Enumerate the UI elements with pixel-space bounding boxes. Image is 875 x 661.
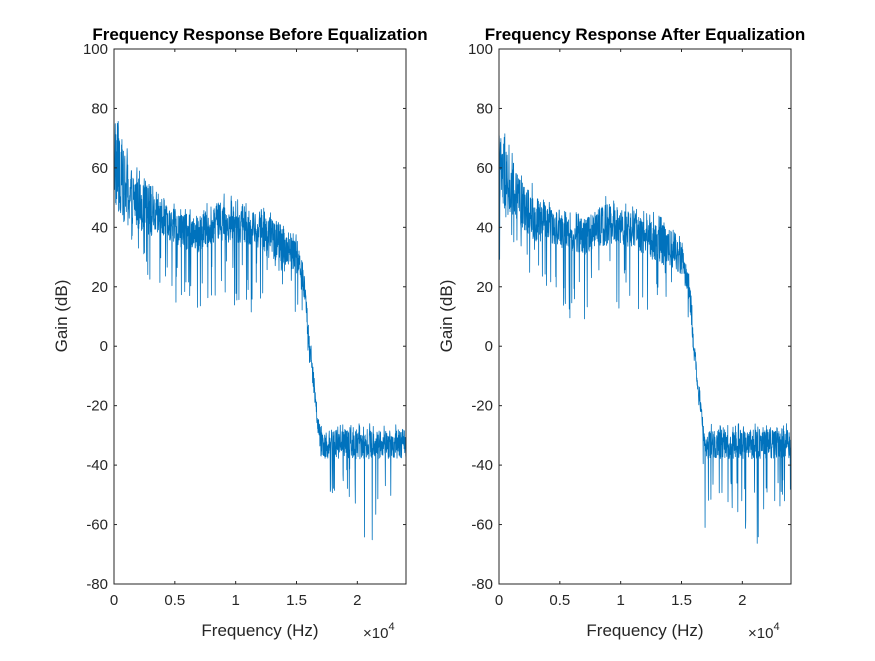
- y-axis-label: Gain (dB): [437, 280, 456, 353]
- series-line: [113, 121, 407, 541]
- x-tick-label: 2: [738, 592, 746, 609]
- series-line: [498, 133, 792, 544]
- y-tick-label: 100: [468, 41, 493, 58]
- x-exponent-label: ×104: [748, 621, 780, 642]
- y-tick-label: -80: [471, 576, 493, 593]
- x-tick-label: 1.5: [286, 592, 307, 609]
- x-exponent-base: ×10: [363, 625, 388, 642]
- y-tick-label: 40: [476, 219, 493, 236]
- x-tick-label: 0.5: [549, 592, 570, 609]
- axes-box: [498, 48, 792, 585]
- x-tick-label: 0: [495, 592, 503, 609]
- series-group: [113, 121, 407, 541]
- x-tick-label: 0: [110, 592, 118, 609]
- y-tick-label: 0: [100, 338, 108, 355]
- y-tick-label: 60: [91, 160, 108, 177]
- y-tick-label: 20: [476, 279, 493, 296]
- y-tick-label: -60: [471, 517, 493, 534]
- y-tick-label: 40: [91, 219, 108, 236]
- y-tick-label: -40: [471, 457, 493, 474]
- axes-after-equalization: 0 0.5 1 1.5 2 -80 -60 -40 -20 0 20 40 60 80 100 Freque…: [437, 25, 805, 642]
- chart-title: Frequency Response Before Equalization: [92, 25, 427, 44]
- y-axis-label: Gain (dB): [52, 280, 71, 353]
- y-tick-label: 100: [83, 41, 108, 58]
- x-exponent-power: 4: [773, 621, 779, 633]
- x-tick-label: 0.5: [164, 592, 185, 609]
- y-tick-label: -80: [86, 576, 108, 593]
- y-tick-label: -40: [86, 457, 108, 474]
- y-tick-label: 80: [91, 100, 108, 117]
- x-exponent-base: ×10: [748, 625, 773, 642]
- axes-before-equalization: 0 0.5 1 1.5 2 -80 -60 -40 -20 0 20 40 60 80 100 Freque…: [52, 25, 428, 642]
- plot-area: [114, 49, 406, 584]
- y-tick-label: -20: [471, 398, 493, 415]
- x-exponent-label: ×104: [363, 621, 395, 642]
- y-tick-label: 60: [476, 160, 493, 177]
- x-axis-label: Frequency (Hz): [586, 621, 703, 640]
- chart-title: Frequency Response After Equalization: [485, 25, 806, 44]
- x-tick-label: 1: [231, 592, 239, 609]
- x-tick-label: 1.5: [671, 592, 692, 609]
- tick-group: 0 0.5 1 1.5 2 -80 -60 -40 -20 0 20 40 60 80 100: [468, 41, 791, 609]
- series-group: [498, 133, 792, 544]
- y-tick-label: 20: [91, 279, 108, 296]
- axes-box: [113, 48, 407, 585]
- plot-area: [499, 49, 791, 584]
- x-tick-label: 1: [616, 592, 624, 609]
- y-tick-label: -20: [86, 398, 108, 415]
- x-axis-label: Frequency (Hz): [201, 621, 318, 640]
- y-tick-label: 80: [476, 100, 493, 117]
- y-tick-label: 0: [485, 338, 493, 355]
- x-exponent-power: 4: [388, 621, 394, 633]
- x-tick-label: 2: [353, 592, 361, 609]
- y-tick-label: -60: [86, 517, 108, 534]
